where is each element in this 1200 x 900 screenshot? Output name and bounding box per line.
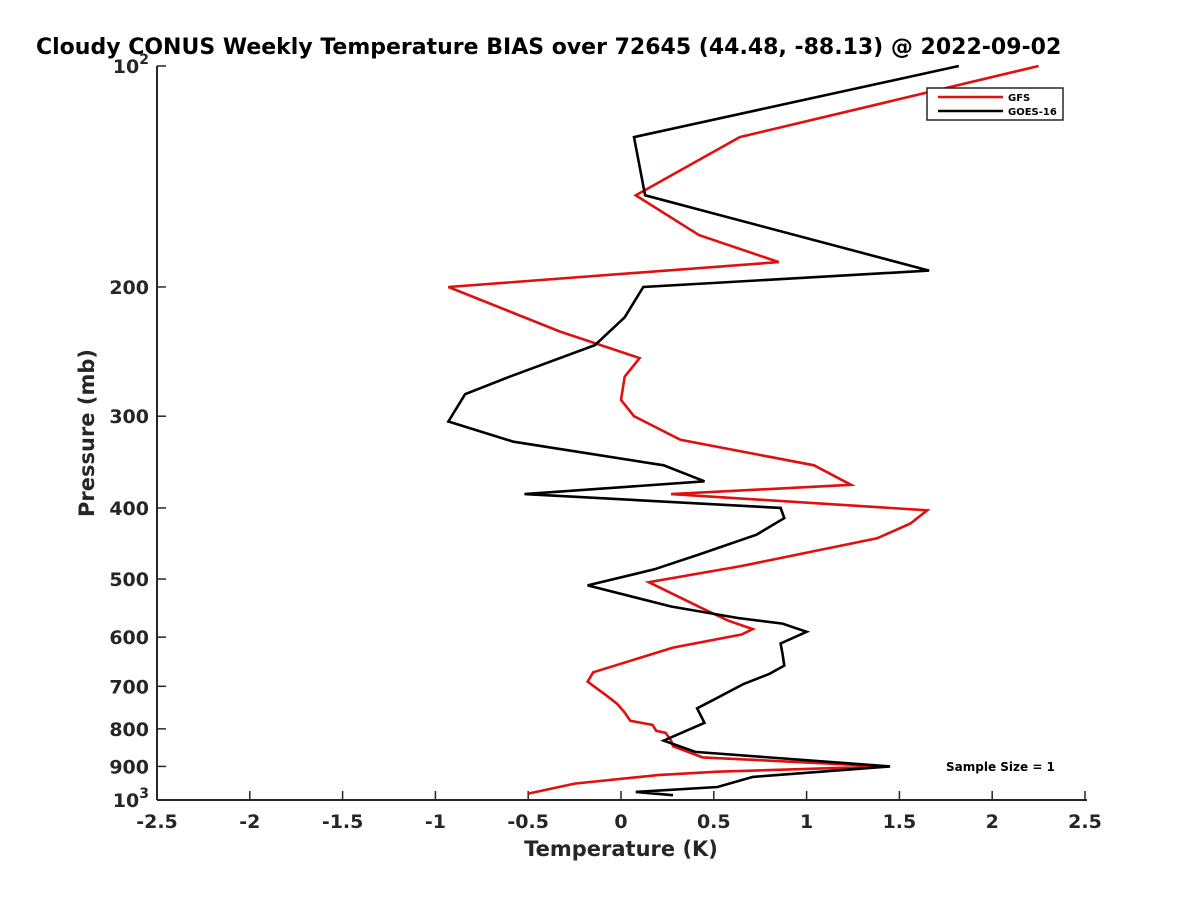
- x-tick-label: -2.5: [136, 811, 178, 833]
- y-tick-label: 500: [109, 569, 149, 591]
- x-tick-label: 0.5: [697, 811, 731, 833]
- x-tick-label: -1: [425, 811, 446, 833]
- y-tick-label: 700: [109, 676, 149, 698]
- legend-label-goes16: GOES-16: [1008, 107, 1057, 118]
- x-tick-label: -1.5: [322, 811, 364, 833]
- y-tick-label: 800: [109, 719, 149, 741]
- y-axis-label: Pressure (mb): [75, 349, 99, 517]
- x-tick-label: 1: [800, 811, 813, 833]
- x-axis-label: Temperature (K): [524, 837, 718, 861]
- series-layer: [446, 64, 1039, 797]
- series-line-goes16: [446, 64, 960, 797]
- x-ticks: -2.5 -2 -1.5 -1 -0.5 0 0.5 1 1.5 2 2.5: [136, 791, 1102, 833]
- y-tick-label: 200: [109, 277, 149, 299]
- y-tick-label: 400: [109, 498, 149, 520]
- sample-size-annotation: Sample Size = 1: [946, 760, 1055, 774]
- x-tick-label: 2: [986, 811, 999, 833]
- y-tick-exponent: 3: [139, 786, 149, 802]
- y-tick-label: 300: [109, 406, 149, 428]
- y-tick-base: 10: [113, 790, 139, 812]
- x-tick-label: -0.5: [507, 811, 549, 833]
- x-tick-label: 0: [614, 811, 627, 833]
- y-tick-label: 900: [109, 756, 149, 778]
- y-tick-base: 10: [113, 56, 139, 78]
- legend-box: [926, 87, 1064, 121]
- x-tick-label: 2.5: [1068, 811, 1102, 833]
- chart-title: Cloudy CONUS Weekly Temperature BIAS ove…: [36, 35, 1061, 60]
- y-tick-label: 103: [113, 786, 149, 812]
- y-tick-exponent: 2: [139, 52, 149, 68]
- y-tick-label: 600: [109, 627, 149, 649]
- y-tick-label: 102: [113, 52, 149, 78]
- plot-area: [156, 66, 1087, 801]
- legend-label-gfs: GFS: [1008, 93, 1030, 104]
- x-tick-label: -2: [239, 811, 260, 833]
- x-tick-label: 1.5: [883, 811, 917, 833]
- legend: GFS GOES-16: [926, 87, 1064, 121]
